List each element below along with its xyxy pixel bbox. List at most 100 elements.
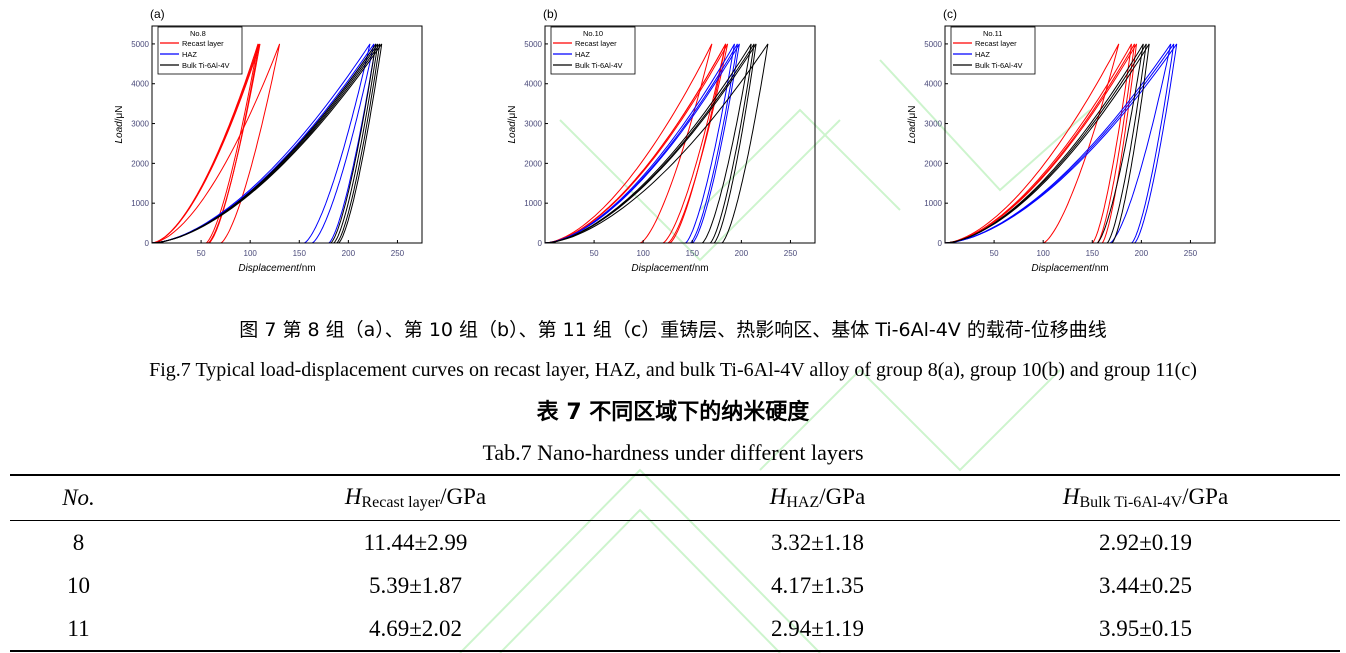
- cell: 11.44±2.99: [363, 529, 468, 555]
- series-curve-recast-layer: [544, 43, 727, 244]
- legend-box: [550, 26, 636, 75]
- legend-entry: Bulk Ti-6Al-4V: [975, 61, 1023, 70]
- y-axis-label: Load/μN: [907, 105, 918, 143]
- cell: 2.92±0.19: [1098, 529, 1193, 555]
- table-header-row: No. HRecast layer/GPa HHAZ/GPa HBulk Ti-…: [10, 475, 1340, 521]
- series-curve-haz: [944, 43, 1178, 244]
- series-curve-recast-layer: [544, 43, 713, 244]
- cell: 3.44±0.25: [1098, 572, 1193, 598]
- series-curve-recast-layer: [944, 43, 1137, 244]
- y-tick-label: 4000: [524, 80, 542, 89]
- x-tick-label: 100: [637, 249, 651, 258]
- x-axis-label-unit: /nm: [692, 263, 709, 274]
- legend-entry: HAZ: [975, 50, 990, 59]
- cell: 5.39±1.87: [368, 572, 463, 598]
- x-axis-label-name: Displacement: [631, 263, 693, 274]
- y-axis-label-unit: /μN: [907, 105, 918, 121]
- legend-entry: HAZ: [575, 50, 590, 59]
- y-tick-label: 3000: [524, 120, 542, 129]
- y-tick-label: 2000: [131, 159, 149, 168]
- series-curve-bulk-ti-6al-4v: [944, 43, 1150, 244]
- legend-title: No.8: [190, 29, 206, 38]
- chart-c: (c) 50 100 150 200 250 0 1000 2000 3000 4000 5000 Di…: [907, 7, 1216, 274]
- x-tick-label: 100: [1037, 249, 1051, 258]
- x-tick-label: 50: [197, 249, 206, 258]
- header-recast: HRecast layer/GPa: [344, 484, 487, 511]
- x-tick-label: 150: [1086, 249, 1100, 258]
- y-axis-label-name: Load: [114, 121, 125, 144]
- legend-box: [950, 26, 1036, 75]
- series-curve-haz: [944, 43, 1172, 244]
- y-tick-label: 3000: [924, 120, 942, 129]
- panel-label: (b): [543, 7, 558, 21]
- cell: 4.69±2.02: [368, 615, 463, 641]
- x-axis-label-unit: /nm: [299, 263, 316, 274]
- cell: 3.32±1.18: [770, 529, 865, 555]
- y-tick-label: 0: [538, 239, 543, 248]
- x-tick-label: 150: [686, 249, 700, 258]
- y-axis-label-name: Load: [907, 121, 918, 144]
- legend-entry: Recast layer: [975, 39, 1017, 48]
- x-tick-label: 100: [244, 249, 258, 258]
- y-tick-label: 4000: [924, 80, 942, 89]
- legend-entry: Bulk Ti-6Al-4V: [575, 61, 623, 70]
- y-tick-label: 0: [938, 239, 943, 248]
- cell: 2.94±1.19: [770, 615, 865, 641]
- hardness-table: No. HRecast layer/GPa HHAZ/GPa HBulk Ti-…: [10, 474, 1340, 652]
- series-curve-bulk-ti-6al-4v: [544, 43, 757, 244]
- x-tick-label: 200: [735, 249, 749, 258]
- x-tick-label: 250: [784, 249, 798, 258]
- x-axis-label-name: Displacement: [1031, 263, 1093, 274]
- series-curve-haz: [544, 43, 740, 244]
- figure-caption-cn: 图 7 第 8 组（a）、第 10 组（b）、第 11 组（c）重铸层、热影响区…: [239, 319, 1107, 341]
- legend-title: No.10: [583, 29, 603, 38]
- x-axis-label-unit: /nm: [1092, 263, 1109, 274]
- series-curve-recast-layer: [944, 43, 1120, 244]
- x-tick-label: 250: [1184, 249, 1198, 258]
- x-axis-label: Displacement/nm: [631, 263, 708, 274]
- x-axis-label-name: Displacement: [238, 263, 300, 274]
- cell: 8: [72, 529, 85, 555]
- series-curve-recast-layer: [151, 43, 260, 244]
- legend-title: No.11: [983, 29, 1002, 38]
- y-tick-label: 1000: [131, 199, 149, 208]
- series-curve-bulk-ti-6al-4v: [544, 43, 769, 244]
- figure-caption-en: Fig.7 Typical load-displacement curves o…: [149, 359, 1197, 381]
- y-tick-label: 2000: [524, 159, 542, 168]
- y-tick-label: 0: [145, 239, 150, 248]
- y-tick-label: 5000: [131, 40, 149, 49]
- legend-entry: Recast layer: [575, 39, 617, 48]
- x-axis-label: Displacement/nm: [238, 263, 315, 274]
- table-row: 8 11.44±2.99 3.32±1.18 2.92±0.19: [10, 521, 1340, 565]
- table-row: 10 5.39±1.87 4.17±1.35 3.44±0.25: [10, 564, 1340, 607]
- y-tick-label: 2000: [924, 159, 942, 168]
- x-axis-label: Displacement/nm: [1031, 263, 1108, 274]
- y-axis-label: Load/μN: [507, 105, 518, 143]
- panel-label: (a): [150, 7, 165, 21]
- y-tick-label: 5000: [524, 40, 542, 49]
- x-tick-label: 200: [342, 249, 356, 258]
- y-tick-label: 1000: [924, 199, 942, 208]
- series-curve-haz: [944, 43, 1175, 244]
- panel-label: (c): [943, 7, 957, 21]
- series-curve-recast-layer: [944, 43, 1132, 244]
- cell: 11: [67, 615, 90, 641]
- series-curve-bulk-ti-6al-4v: [944, 43, 1144, 244]
- header-bulk: HBulk Ti-6Al-4V/GPa: [1062, 484, 1229, 511]
- y-axis-label-unit: /μN: [507, 105, 518, 121]
- cell: 4.17±1.35: [770, 572, 865, 598]
- series-curve-bulk-ti-6al-4v: [544, 43, 752, 244]
- y-tick-label: 1000: [524, 199, 542, 208]
- series-curve-bulk-ti-6al-4v: [944, 43, 1147, 244]
- series-curve-haz: [544, 43, 735, 244]
- legend-entry: HAZ: [182, 50, 197, 59]
- table-row: 11 4.69±2.02 2.94±1.19 3.95±0.15: [10, 607, 1340, 651]
- chart-b: (b) 50 100 150 200 250 0 1000 2000 3000 4000 5000 Di…: [507, 7, 816, 274]
- y-axis-label: Load/μN: [114, 105, 125, 143]
- series-curve-bulk-ti-6al-4v: [151, 43, 383, 244]
- x-tick-label: 50: [590, 249, 599, 258]
